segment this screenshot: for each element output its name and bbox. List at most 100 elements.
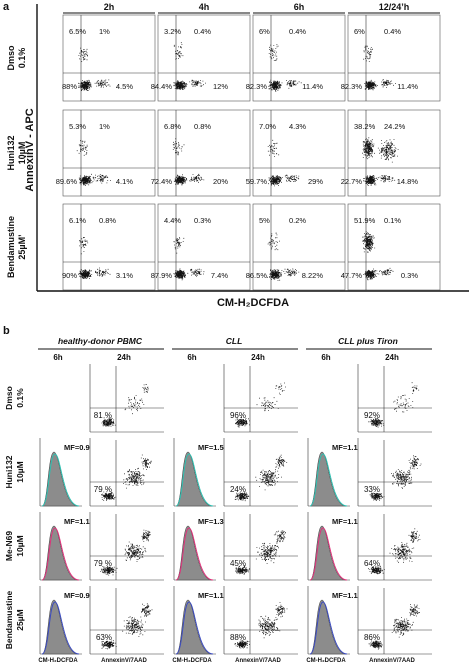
panel-a-lower-right-pct: 14.8%: [397, 177, 419, 186]
panel-b-x-label-dcfda: CM-H₂DCFDA: [172, 658, 212, 664]
panel-b-histogram: [307, 586, 350, 655]
panel-b-mf-value: MF=0.9: [64, 443, 90, 452]
panel-a-scatter-plot: [157, 109, 251, 197]
panel-a-lower-left-pct: 82.3%: [246, 82, 268, 91]
panel-b-scatter-plot: [89, 512, 164, 581]
panel-a-upper-right-pct: 0.4%: [384, 27, 401, 36]
panel-a-lower-right-pct: 11.4%: [397, 82, 418, 91]
panel-a-lower-left-pct: 22.7%: [341, 177, 363, 186]
panel-b-mf-value: MF=1.1: [332, 591, 358, 600]
panel-a-scatter-plot: [347, 109, 441, 197]
panel-b-scatter-plot: [89, 586, 164, 655]
panel-a-upper-left-pct: 3.2%: [164, 27, 181, 36]
panel-b-live-pct: 64%: [364, 559, 380, 568]
panel-b-scatter-plot: [89, 364, 164, 433]
panel-b-row-label: Bendamustine: [4, 590, 14, 649]
panel-b-mf-value: MF=1.1: [332, 443, 358, 452]
panel-a-lower-left-pct: 89.6%: [56, 177, 78, 186]
panel-b-scatter-plot: [223, 364, 298, 433]
panel-b-scatter-plot: [89, 438, 164, 507]
panel-a-upper-left-pct: 6.1%: [69, 216, 86, 225]
panel-b-row-label: Dmso: [4, 386, 14, 410]
panel-a-lower-right-pct: 8.22%: [302, 271, 324, 280]
panel-b-scatter-plot: [357, 512, 432, 581]
panel-b-mf-value: MF=1.5: [198, 443, 224, 452]
panel-a-row-label: Huni132: [6, 135, 16, 170]
panel-b-scatter-plot: [223, 586, 298, 655]
panel-b-live-pct: 92%: [364, 411, 380, 420]
panel-a-upper-left-pct: 38.2%: [354, 122, 376, 131]
panel-a-upper-right-pct: 0.8%: [99, 216, 116, 225]
panel-a-upper-right-pct: 0.4%: [194, 27, 211, 36]
panel-b-scatter-plot: [357, 586, 432, 655]
panel-a-lower-left-pct: 47.7%: [341, 271, 363, 280]
panel-a-lower-left-pct: 88%: [62, 82, 77, 91]
panel-b-live-pct: 33%: [364, 485, 380, 494]
panel-a-upper-left-pct: 5%: [259, 216, 270, 225]
panel-b-live-pct: 24%: [230, 485, 246, 494]
panel-a-upper-left-pct: 5.3%: [69, 122, 86, 131]
panel-a-scatter-plot: [347, 203, 441, 291]
panel-a-upper-right-pct: 1%: [99, 122, 110, 131]
panel-a-time-label: 6h: [294, 2, 305, 12]
panel-a-scatter-plot: [157, 14, 251, 102]
panel-a-time-label: 2h: [104, 2, 115, 12]
panel-b-histogram: [39, 512, 82, 581]
panel-a-upper-right-pct: 0.2%: [289, 216, 306, 225]
panel-a-lower-right-pct: 3.1%: [116, 271, 133, 280]
panel-b-x-label-dcfda: CM-H₂DCFDA: [306, 658, 346, 664]
panel-a-upper-left-pct: 51.9%: [354, 216, 376, 225]
panel-b-time-6h: 6h: [187, 353, 196, 362]
panel-a-upper-left-pct: 6%: [259, 27, 270, 36]
panel-a-lower-left-pct: 72.4%: [151, 177, 173, 186]
panel-b-live-pct: 63%: [96, 633, 112, 642]
panel-b-histogram: [307, 512, 350, 581]
panel-b-time-24h: 24h: [385, 353, 399, 362]
panel-a-time-label: 12/24’h: [379, 2, 410, 12]
panel-b-live-pct: 96%: [230, 411, 246, 420]
panel-b-mf-value: MF=1.1: [198, 591, 224, 600]
panel-b-time-6h: 6h: [53, 353, 62, 362]
panel-b-mf-value: MF=1.3: [198, 517, 224, 526]
panel-b-live-pct: 88%: [230, 633, 246, 642]
panel-a-letter: a: [3, 1, 10, 13]
panel-a-upper-left-pct: 6%: [354, 27, 365, 36]
panel-a-lower-right-pct: 4.1%: [116, 177, 133, 186]
panel-b-live-pct: 79 %: [94, 485, 112, 494]
panel-b-group-title: CLL: [226, 336, 243, 346]
panel-b-group-title: healthy-donor PBMC: [58, 336, 143, 346]
panel-a-scatter-plot: [252, 109, 346, 197]
panel-a-scatter-plot: [252, 14, 346, 102]
panel-b-live-pct: 86%: [364, 633, 380, 642]
panel-b-time-6h: 6h: [321, 353, 330, 362]
panel-b-mf-value: MF=1.1: [64, 517, 90, 526]
panel-a-upper-right-pct: 1%: [99, 27, 110, 36]
panel-a-row-label-dose: 10µM: [17, 142, 27, 165]
panel-b-histogram: [39, 438, 82, 507]
panel-a-scatter-plot: [62, 14, 156, 102]
panel-a-lower-left-pct: 87.9%: [151, 271, 173, 280]
panel-b-time-24h: 24h: [251, 353, 265, 362]
panel-a-lower-left-pct: 86.5%: [246, 271, 268, 280]
panel-a-y-label: AnnexinV - APC: [24, 108, 36, 191]
panel-b-histogram: [39, 586, 82, 655]
panel-a-lower-left-pct: 59.7%: [246, 177, 268, 186]
panel-b-x-label-annexin: AnnexinV/7AAD: [101, 658, 147, 664]
panel-b-letter: b: [3, 325, 10, 337]
panel-b-histogram: [173, 438, 216, 507]
panel-a-x-label: CM-H₂DCFDA: [217, 297, 289, 309]
panel-a-lower-left-pct: 82.3%: [341, 82, 363, 91]
panel-a-upper-left-pct: 4.4%: [164, 216, 181, 225]
panel-a-lower-left-pct: 90%: [62, 271, 77, 280]
panel-a-scatter-plot: [157, 203, 251, 291]
panel-b-scatter-plot: [223, 438, 298, 507]
panel-a-lower-right-pct: 20%: [213, 177, 228, 186]
panel-a-upper-left-pct: 6.8%: [164, 122, 181, 131]
panel-b-time-24h: 24h: [117, 353, 131, 362]
panel-a-scatter-plot: [62, 109, 156, 197]
panel-b-live-pct: 81 %: [94, 411, 112, 420]
panel-b-x-label-annexin: AnnexinV/7AAD: [369, 658, 415, 664]
panel-b-mf-value: MF=1.1: [332, 517, 358, 526]
panel-b-scatter-plot: [357, 364, 432, 433]
panel-b-row-label-dose: 10µM: [15, 535, 25, 556]
